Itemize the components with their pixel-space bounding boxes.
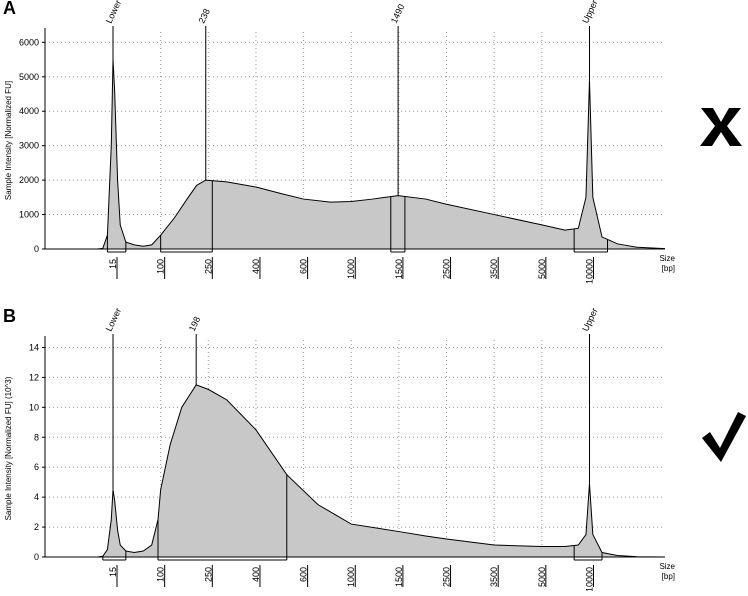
y-tick-label: 0 bbox=[34, 244, 39, 254]
y-tick-label: 14 bbox=[29, 342, 39, 352]
panel: B 0 2 4 6 8 10 12 14 15 100 250 400 600 1000 1500 2500 35… bbox=[3, 306, 676, 592]
x-axis-label: Size bbox=[659, 254, 675, 263]
x-tick-label: 600 bbox=[299, 259, 309, 274]
peak-label: Upper bbox=[580, 0, 599, 25]
y-tick-label: 8 bbox=[34, 432, 39, 442]
check-icon bbox=[702, 412, 746, 462]
peak-label: Lower bbox=[104, 0, 123, 25]
x-tick-label: 15 bbox=[108, 259, 118, 269]
x-tick-label: 600 bbox=[299, 567, 309, 582]
peak-label: 1490 bbox=[389, 2, 407, 24]
y-tick-label: 2 bbox=[34, 522, 39, 532]
x-tick-label: 2500 bbox=[442, 259, 452, 279]
x-tick-label: 5000 bbox=[537, 259, 547, 279]
peak-label: 198 bbox=[187, 315, 202, 333]
x-tick-label: 250 bbox=[203, 259, 213, 274]
y-tick-label: 0 bbox=[34, 552, 39, 562]
x-tick-label: 5000 bbox=[537, 567, 547, 587]
x-tick-label: 2500 bbox=[442, 567, 452, 587]
y-tick-label: 2000 bbox=[19, 175, 39, 185]
y-tick-label: 10 bbox=[29, 402, 39, 412]
y-tick-label: 4 bbox=[34, 492, 39, 502]
x-tick-label: 3500 bbox=[489, 567, 499, 587]
x-tick-label: 100 bbox=[156, 567, 166, 582]
panel: A 0 1000 2000 3000 4000 5000 6000 15 100 250 400 600… bbox=[3, 0, 676, 284]
x-tick-label: 10000 bbox=[584, 567, 594, 591]
x-tick-label: 1000 bbox=[346, 259, 356, 279]
peak-label: Upper bbox=[580, 306, 599, 332]
area-fill bbox=[45, 384, 665, 557]
panel-label: A bbox=[3, 0, 16, 18]
x-tick-label: 1000 bbox=[346, 567, 356, 587]
y-tick-label: 1000 bbox=[19, 210, 39, 220]
x-tick-label: 15 bbox=[108, 567, 118, 577]
y-tick-label: 6000 bbox=[19, 37, 39, 47]
x-axis-label: [bp] bbox=[662, 572, 675, 581]
x-tick-label: 100 bbox=[156, 259, 166, 274]
x-tick-label: 400 bbox=[251, 259, 261, 274]
y-tick-label: 5000 bbox=[19, 72, 39, 82]
area-fill bbox=[45, 59, 665, 250]
trace-line bbox=[45, 59, 666, 250]
x-tick-label: 10000 bbox=[584, 259, 594, 284]
x-tick-label: 1500 bbox=[394, 567, 404, 587]
y-tick-label: 4000 bbox=[19, 106, 39, 116]
peak-label: 238 bbox=[196, 7, 211, 25]
peak-label: Lower bbox=[104, 306, 123, 332]
x-tick-label: 250 bbox=[203, 567, 213, 582]
y-tick-label: 6 bbox=[34, 462, 39, 472]
y-axis-label: Sample Intensity [Normalized FU] (10^3) bbox=[4, 376, 13, 520]
y-tick-label: 3000 bbox=[19, 141, 39, 151]
y-tick-label: 12 bbox=[29, 372, 39, 382]
x-axis-label: Size bbox=[659, 562, 675, 571]
x-axis-label: [bp] bbox=[662, 264, 675, 273]
cross-icon bbox=[700, 108, 742, 146]
x-tick-label: 1500 bbox=[394, 259, 404, 279]
trace-line bbox=[45, 384, 666, 558]
x-tick-label: 3500 bbox=[489, 259, 499, 279]
y-axis-label: Sample Intensity [Normalized FU] bbox=[4, 81, 13, 200]
x-tick-label: 400 bbox=[251, 567, 261, 582]
panel-label: B bbox=[3, 306, 16, 326]
